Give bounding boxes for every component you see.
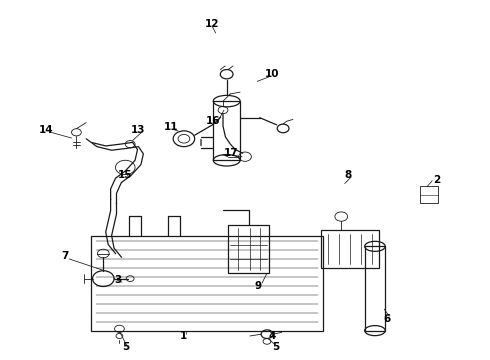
Bar (228, 225, 270, 273)
Bar (213, 101, 240, 160)
Text: 17: 17 (224, 148, 239, 158)
Text: 1: 1 (179, 331, 187, 341)
Bar (365, 246, 385, 330)
Text: 2: 2 (433, 175, 440, 185)
Text: 12: 12 (205, 19, 220, 29)
Text: 15: 15 (118, 170, 132, 180)
Text: 10: 10 (265, 69, 279, 79)
Text: 6: 6 (383, 314, 391, 324)
Text: 3: 3 (114, 275, 122, 285)
Text: 7: 7 (62, 251, 69, 261)
Text: 14: 14 (38, 125, 53, 135)
Text: 13: 13 (131, 125, 146, 135)
Text: 5: 5 (122, 342, 130, 352)
Text: 9: 9 (255, 281, 262, 291)
Text: 5: 5 (272, 342, 279, 352)
Text: 16: 16 (206, 116, 220, 126)
Bar (420, 186, 439, 203)
Text: 8: 8 (344, 170, 351, 180)
Text: 11: 11 (164, 122, 178, 132)
Bar (321, 230, 379, 268)
Text: 4: 4 (268, 331, 275, 341)
Bar (91, 235, 323, 330)
